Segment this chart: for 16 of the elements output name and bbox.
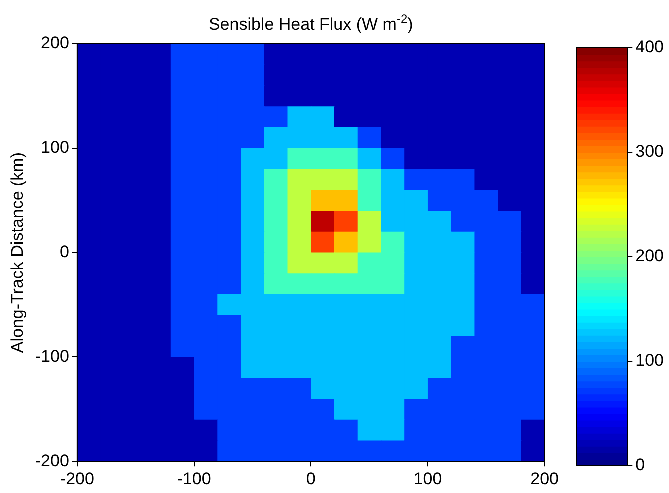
x-tick-label: -200 [60,469,94,488]
color-bar-label: 0 [636,456,646,475]
y-tick-label: 100 [41,138,70,158]
x-tick-label: 100 [414,469,442,488]
y-tick-label: -200 [35,451,70,470]
x-tick-label: 200 [530,469,560,488]
y-axis-title: Along-Track Distance (km) [8,152,27,354]
y-tick-label: 200 [41,34,70,53]
y-tick-label: -100 [35,346,70,366]
color-bar-label: 200 [636,246,664,266]
color-bar-label: 300 [636,142,664,162]
color-bar-label: 100 [636,351,664,370]
color-bar-label: 400 [636,38,664,57]
x-tick-label: -100 [177,469,212,488]
y-tick-label: 0 [60,242,70,262]
x-tick-label: 0 [306,469,316,488]
